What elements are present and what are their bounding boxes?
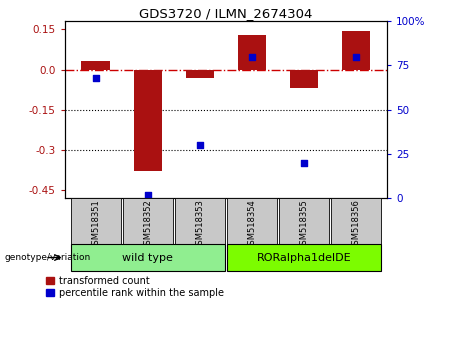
Bar: [134, 69, 162, 171]
Text: wild type: wild type: [122, 252, 173, 263]
Title: GDS3720 / ILMN_2674304: GDS3720 / ILMN_2674304: [139, 7, 313, 20]
Text: GSM518355: GSM518355: [300, 200, 308, 250]
Bar: [227, 198, 277, 244]
Bar: [82, 62, 110, 69]
Point: [92, 75, 100, 81]
Point: [144, 192, 152, 198]
Text: GSM518353: GSM518353: [195, 200, 204, 251]
Bar: [237, 35, 266, 69]
Bar: [331, 198, 381, 244]
Text: GSM518351: GSM518351: [91, 200, 100, 250]
Bar: [175, 198, 225, 244]
Point: [248, 54, 255, 59]
Bar: [71, 244, 225, 271]
Bar: [227, 244, 381, 271]
Text: GSM518354: GSM518354: [248, 200, 256, 250]
Point: [300, 160, 307, 166]
Point: [352, 54, 360, 59]
Bar: [279, 198, 329, 244]
Text: genotype/variation: genotype/variation: [5, 253, 91, 262]
Text: GSM518352: GSM518352: [143, 200, 152, 250]
Bar: [290, 69, 318, 88]
Bar: [185, 69, 214, 78]
Text: GSM518356: GSM518356: [351, 200, 361, 251]
Bar: [342, 31, 370, 69]
Bar: [123, 198, 173, 244]
Text: RORalpha1delDE: RORalpha1delDE: [257, 252, 351, 263]
Legend: transformed count, percentile rank within the sample: transformed count, percentile rank withi…: [47, 276, 224, 298]
Point: [196, 142, 204, 148]
Bar: [71, 198, 121, 244]
